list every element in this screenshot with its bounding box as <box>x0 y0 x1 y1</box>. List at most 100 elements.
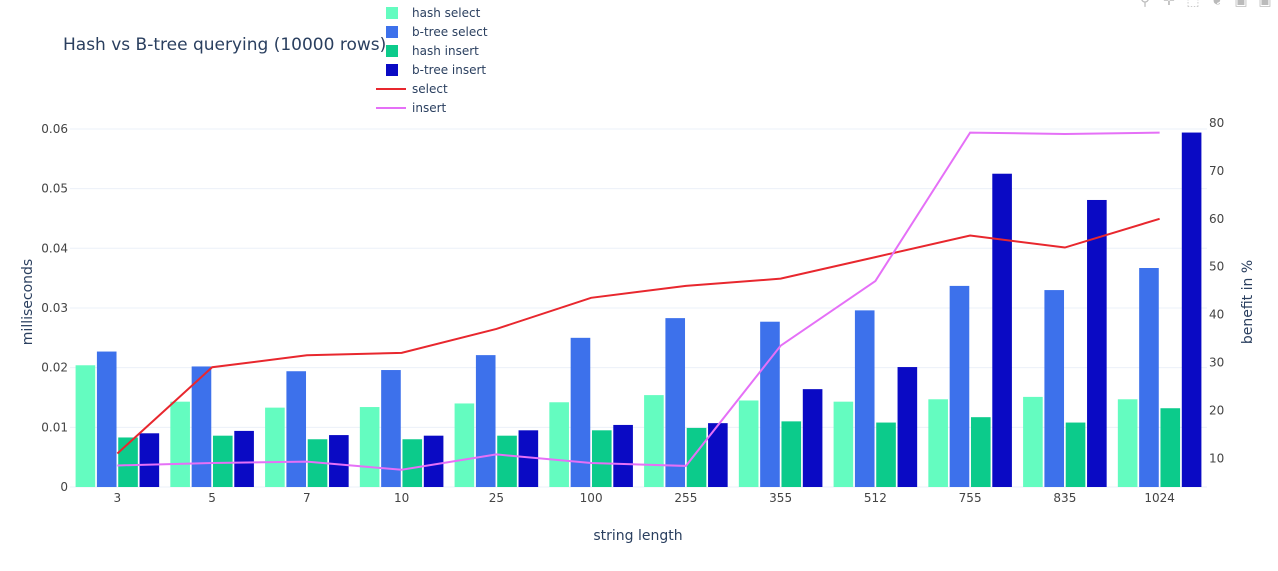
y2-tick-label: 80 <box>1209 116 1224 130</box>
legend-swatch[interactable] <box>386 26 398 38</box>
bar-b-tree-insert <box>234 430 254 487</box>
bar-b-tree-insert <box>1087 199 1107 487</box>
y-tick-label: 0.06 <box>41 122 68 136</box>
x-tick-label: 5 <box>208 491 216 505</box>
y2-tick-label: 20 <box>1209 403 1224 417</box>
bar-b-tree-insert <box>708 423 728 487</box>
pan-icon[interactable]: ✛ <box>1163 0 1175 9</box>
y2-tick-label: 40 <box>1209 308 1224 322</box>
bar-b-tree-insert <box>423 435 444 487</box>
legend-label[interactable]: hash insert <box>412 44 479 58</box>
bar-b-tree-insert <box>139 433 160 487</box>
x-tick-label: 1024 <box>1144 491 1175 505</box>
legend-swatch[interactable] <box>386 7 398 19</box>
bar-hash-select <box>1117 399 1138 487</box>
y-tick-label: 0.04 <box>41 241 68 255</box>
legend-label[interactable]: select <box>412 82 448 96</box>
bar-hash-select <box>738 400 759 487</box>
bar-hash-select <box>928 399 948 487</box>
bar-hash-insert <box>591 430 612 487</box>
bar-b-tree-insert <box>992 173 1012 487</box>
bar-hash-insert <box>402 439 423 487</box>
legend-label[interactable]: b-tree select <box>412 25 488 39</box>
bar-b-tree-select <box>191 366 212 487</box>
y2-tick-label: 30 <box>1209 355 1224 369</box>
bar-b-tree-insert <box>518 430 539 487</box>
y2-tick-label: 60 <box>1209 212 1224 226</box>
y2-tick-label: 70 <box>1209 164 1224 178</box>
bar-hash-select <box>170 401 190 487</box>
x-axis-title: string length <box>593 528 682 544</box>
bar-b-tree-select <box>949 285 970 487</box>
y-tick-label: 0.05 <box>41 182 68 196</box>
bar-hash-select <box>75 365 96 487</box>
y-tick-label: 0.02 <box>41 361 68 375</box>
x-tick-label: 10 <box>394 491 409 505</box>
y2-tick-label: 50 <box>1209 260 1224 274</box>
x-tick-label: 835 <box>1053 491 1076 505</box>
bar-b-tree-select <box>96 351 117 487</box>
x-tick-label: 355 <box>769 491 792 505</box>
lasso-select-icon[interactable]: ❦ <box>1211 0 1223 9</box>
line-insert <box>117 131 1160 471</box>
chart-title: Hash vs B-tree querying (10000 rows) <box>63 35 386 55</box>
bar-b-tree-select <box>286 371 307 487</box>
bar-hash-select <box>1023 396 1043 487</box>
x-tick-label: 7 <box>303 491 311 505</box>
y2-axis-ticks: 10 20 30 40 50 60 70 80 <box>1209 116 1224 465</box>
legend-label[interactable]: hash select <box>412 6 481 20</box>
bar-hash-insert <box>781 421 802 487</box>
bar-hash-insert <box>1065 422 1086 487</box>
y-tick-label: 0 <box>60 480 68 494</box>
bar-hash-insert <box>876 422 896 487</box>
bar-b-tree-select <box>475 355 496 487</box>
x-tick-label: 25 <box>489 491 504 505</box>
legend-label[interactable]: insert <box>412 101 447 115</box>
bar-hash-insert <box>118 437 138 487</box>
x-tick-label: 755 <box>959 491 982 505</box>
y2-tick-label: 10 <box>1209 451 1224 465</box>
download-plot-icon[interactable]: ▣ <box>1258 0 1272 9</box>
bar-hash-insert <box>1160 408 1181 487</box>
y-axis-title: milliseconds <box>20 259 36 345</box>
legend: hash select b-tree select hash insert b-tre… <box>376 6 488 115</box>
bar-hash-select <box>265 407 285 487</box>
bar-b-tree-select <box>760 321 780 487</box>
autoscale-icon[interactable]: ▣ <box>1234 0 1248 9</box>
bar-b-tree-select <box>570 337 591 487</box>
bar-b-tree-insert <box>613 424 633 487</box>
bar-b-tree-select <box>1044 290 1065 487</box>
lines <box>116 131 1160 471</box>
bar-b-tree-select <box>1139 268 1159 487</box>
y-tick-label: 0.03 <box>41 301 68 315</box>
bar-b-tree-insert <box>802 389 823 487</box>
bar-hash-select <box>359 407 380 487</box>
bar-b-tree-select <box>665 318 686 487</box>
bar-b-tree-insert <box>1181 132 1202 487</box>
x-tick-label: 255 <box>674 491 697 505</box>
bar-b-tree-select <box>854 310 875 487</box>
bar-hash-insert <box>497 435 517 487</box>
bar-hash-insert <box>212 435 233 487</box>
zoom-icon[interactable]: ⚲ <box>1139 0 1151 9</box>
modebar: ⚲ ✛ ⬚ ❦ ▣ ▣ <box>1138 0 1272 10</box>
bar-hash-select <box>454 403 475 487</box>
bar-b-tree-select <box>381 370 401 487</box>
legend-label[interactable]: b-tree insert <box>412 63 486 77</box>
bar-hash-insert <box>970 417 991 487</box>
legend-swatch[interactable] <box>386 64 398 76</box>
box-select-icon[interactable]: ⬚ <box>1186 0 1200 9</box>
y2-axis-title: benefit in % <box>1240 260 1256 344</box>
bar-hash-select <box>644 395 664 487</box>
x-tick-label: 512 <box>864 491 887 505</box>
y-tick-label: 0.01 <box>41 420 68 434</box>
x-tick-label: 3 <box>114 491 122 505</box>
bar-b-tree-insert <box>329 435 349 487</box>
legend-swatch[interactable] <box>386 45 398 57</box>
x-axis-ticks: 3 5 7 10 25 100 255 355 512 755 835 1024 <box>114 491 1175 505</box>
bar-b-tree-insert <box>897 367 918 487</box>
bar-hash-select <box>833 401 854 487</box>
bars <box>75 132 1202 487</box>
y-axis-ticks: 0 0.01 0.02 0.03 0.04 0.05 0.06 <box>41 122 68 494</box>
